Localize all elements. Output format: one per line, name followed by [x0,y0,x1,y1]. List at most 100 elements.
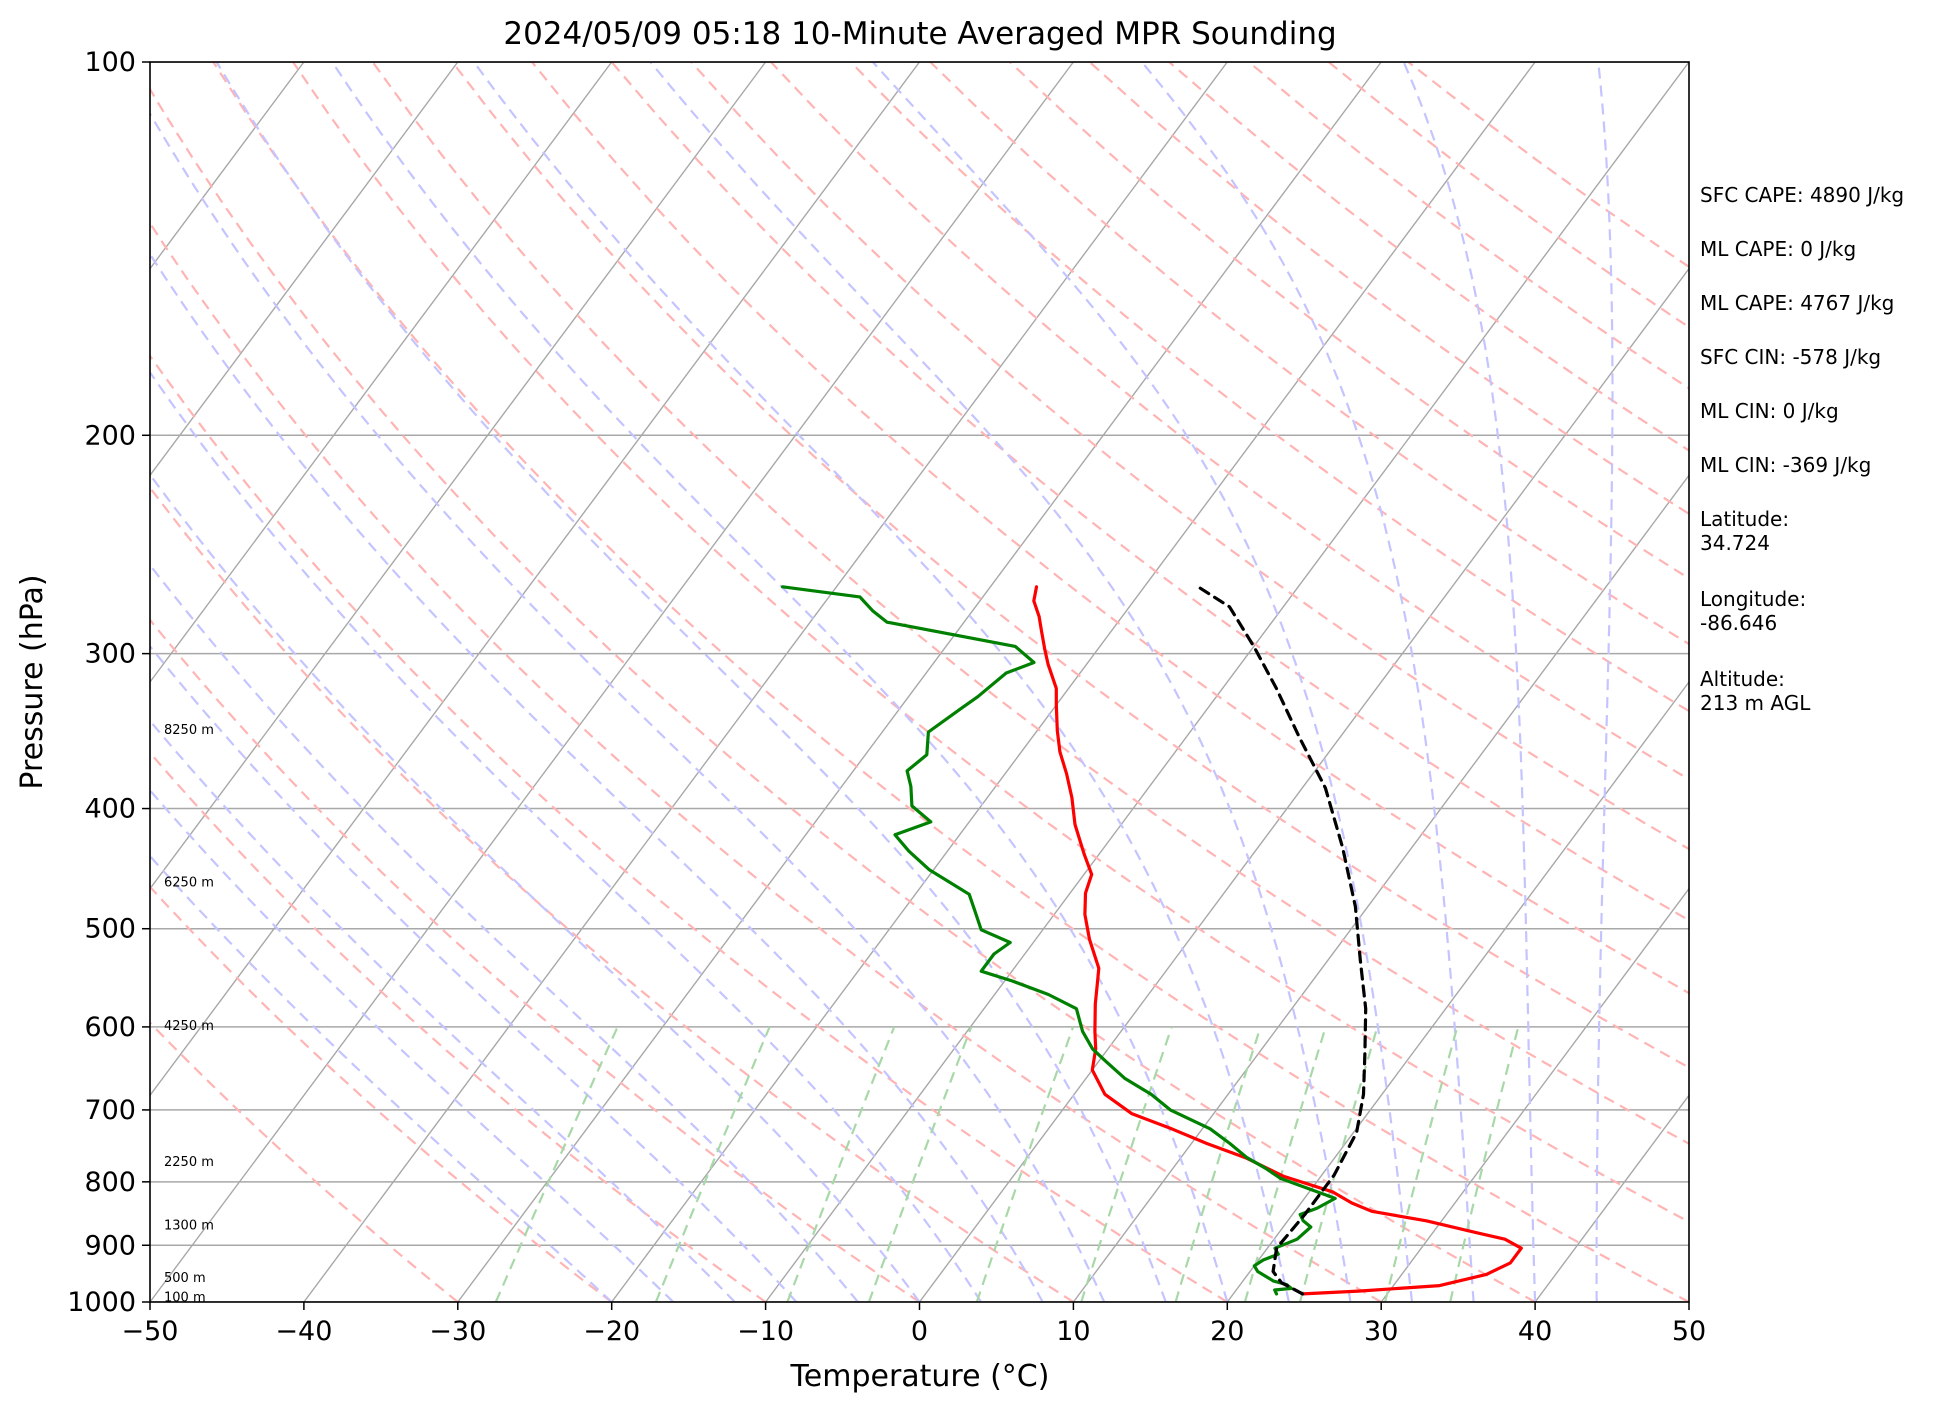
mixing-ratio-line [786,1026,896,1302]
parcel-profile-line [1196,585,1368,1296]
dry-adiabat-line [150,618,921,1302]
side-panel-line: SFC CIN: -578 J/kg [1700,345,1881,369]
moist-adiabat-line [473,62,1290,1302]
mixing-ratio-line [867,1026,973,1302]
side-panel-line: ML CIN: 0 J/kg [1700,399,1839,423]
side-panel-value: 213 m AGL [1700,691,1811,715]
dry-adiabat-line [1407,62,1689,269]
side-panel-line: Longitude: [1700,587,1806,611]
plot-area: 100 m 500 m 1300 m 2250 m 4250 m 6250 m 8250 m [150,62,1689,1306]
height-label: 500 m [164,1271,206,1286]
dry-adiabat-line [150,354,1228,1302]
height-label: 8250 m [164,723,214,738]
moist-adiabat-line [150,472,921,1302]
x-tick-label: −10 [737,1316,794,1347]
side-panel-line: Altitude: [1700,667,1785,691]
dry-adiabat-line [849,62,1689,713]
isotherm-line [1072,474,1689,1302]
isotherm-line [1226,680,1689,1302]
dry-adiabat-line [150,1021,459,1302]
y-tick-label: 400 [84,794,136,825]
side-panel-value: -86.646 [1700,611,1777,635]
dry-adiabat-line [690,62,1689,851]
mixing-ratio-line [1384,1026,1459,1302]
x-tick-label: 10 [1056,1316,1090,1347]
moist-adiabat-line [150,719,736,1302]
side-panel-line: ML CAPE: 4767 J/kg [1700,291,1894,315]
isotherm-line [457,62,1382,1302]
moist-adiabat-line [331,62,1229,1302]
y-tick-label: 200 [84,420,136,451]
mixing-ratio-line [1298,1026,1379,1302]
temperature-profile-line [1032,585,1523,1296]
moist-adiabat-line [150,854,613,1302]
height-label: 2250 m [164,1155,214,1170]
mixing-ratio-line [975,1026,1075,1302]
mixing-ratio-line [1449,1026,1520,1302]
mixing-ratio-line [1080,1026,1173,1302]
dry-adiabat-line [292,62,1689,1224]
side-panel-line: SFC CAPE: 4890 J/kg [1700,183,1904,207]
y-tick-label: 600 [84,1012,136,1043]
x-tick-label: 40 [1518,1316,1552,1347]
side-panel: SFC CAPE: 4890 J/kg ML CAPE: 0 J/kg ML CAP… [1700,183,1904,715]
dry-adiabat-line [150,885,613,1302]
isotherm-line [611,62,1536,1302]
dry-adiabat-line [150,486,1074,1302]
dry-adiabat-line [770,62,1689,781]
x-tick-label: 0 [911,1316,928,1347]
y-tick-label: 900 [84,1230,136,1261]
x-tick-label: −40 [275,1316,332,1347]
x-tick-label: 20 [1210,1316,1244,1347]
dry-adiabat-line [371,62,1689,1146]
moist-adiabat-line [871,62,1414,1302]
moist-adiabat-line [1595,62,1614,1302]
y-tick-label: 700 [84,1095,136,1126]
moist-adiabat-line [1402,62,1537,1302]
moist-adiabat-line [150,563,859,1302]
side-panel-line: ML CAPE: 0 J/kg [1700,237,1856,261]
chart-title: 2024/05/09 05:18 10-Minute Averaged MPR … [503,16,1336,52]
mixing-ratio-line [654,1026,771,1302]
isotherm-line [150,62,613,684]
isotherm-line [303,62,1228,1302]
axes: −50 −40 −30 −20 −10 0 10 20 30 40 50 1000 900 800 700 6… [67,47,1706,1347]
dry-adiabat-line [150,87,1536,1302]
moist-adiabat-line [150,370,983,1302]
isotherm-line [1380,887,1689,1302]
height-label: 4250 m [164,1019,214,1034]
x-tick-label: −30 [429,1316,486,1347]
dry-adiabat-line [531,62,1689,995]
height-label: 6250 m [164,875,214,890]
mixing-ratio-line [494,1026,619,1302]
isotherm-line [150,62,459,477]
dry-adiabat-line [150,751,767,1302]
moist-adiabat-line [150,111,1106,1302]
y-tick-label: 500 [84,914,136,945]
dry-adiabat-line [212,62,1689,1302]
dry-adiabat-line [451,62,1689,1069]
side-panel-line: Latitude: [1700,507,1789,531]
x-tick-label: −50 [122,1316,179,1347]
side-panel-line: ML CIN: -369 J/kg [1700,453,1871,477]
moist-adiabat-line [215,62,1167,1302]
height-label: 100 m [164,1291,206,1306]
x-tick-label: −20 [583,1316,640,1347]
y-axis-title: Pressure (hPa) [15,574,50,789]
y-tick-label: 800 [84,1167,136,1198]
isotherm-line [765,62,1689,1302]
side-panel-value: 34.724 [1700,531,1770,555]
height-label: 1300 m [164,1219,214,1234]
moist-adiabat-line [150,252,1044,1302]
isotherm-line [150,62,1074,1302]
dry-adiabat-line [929,62,1689,646]
mixing-ratio-line [1174,1026,1262,1302]
y-tick-label: 1000 [67,1287,136,1318]
isotherm-line [150,62,921,1097]
isotherm-line [150,62,767,890]
x-tick-label: 50 [1672,1316,1706,1347]
y-tick-label: 100 [84,47,136,78]
moist-adiabat-line [150,788,675,1302]
